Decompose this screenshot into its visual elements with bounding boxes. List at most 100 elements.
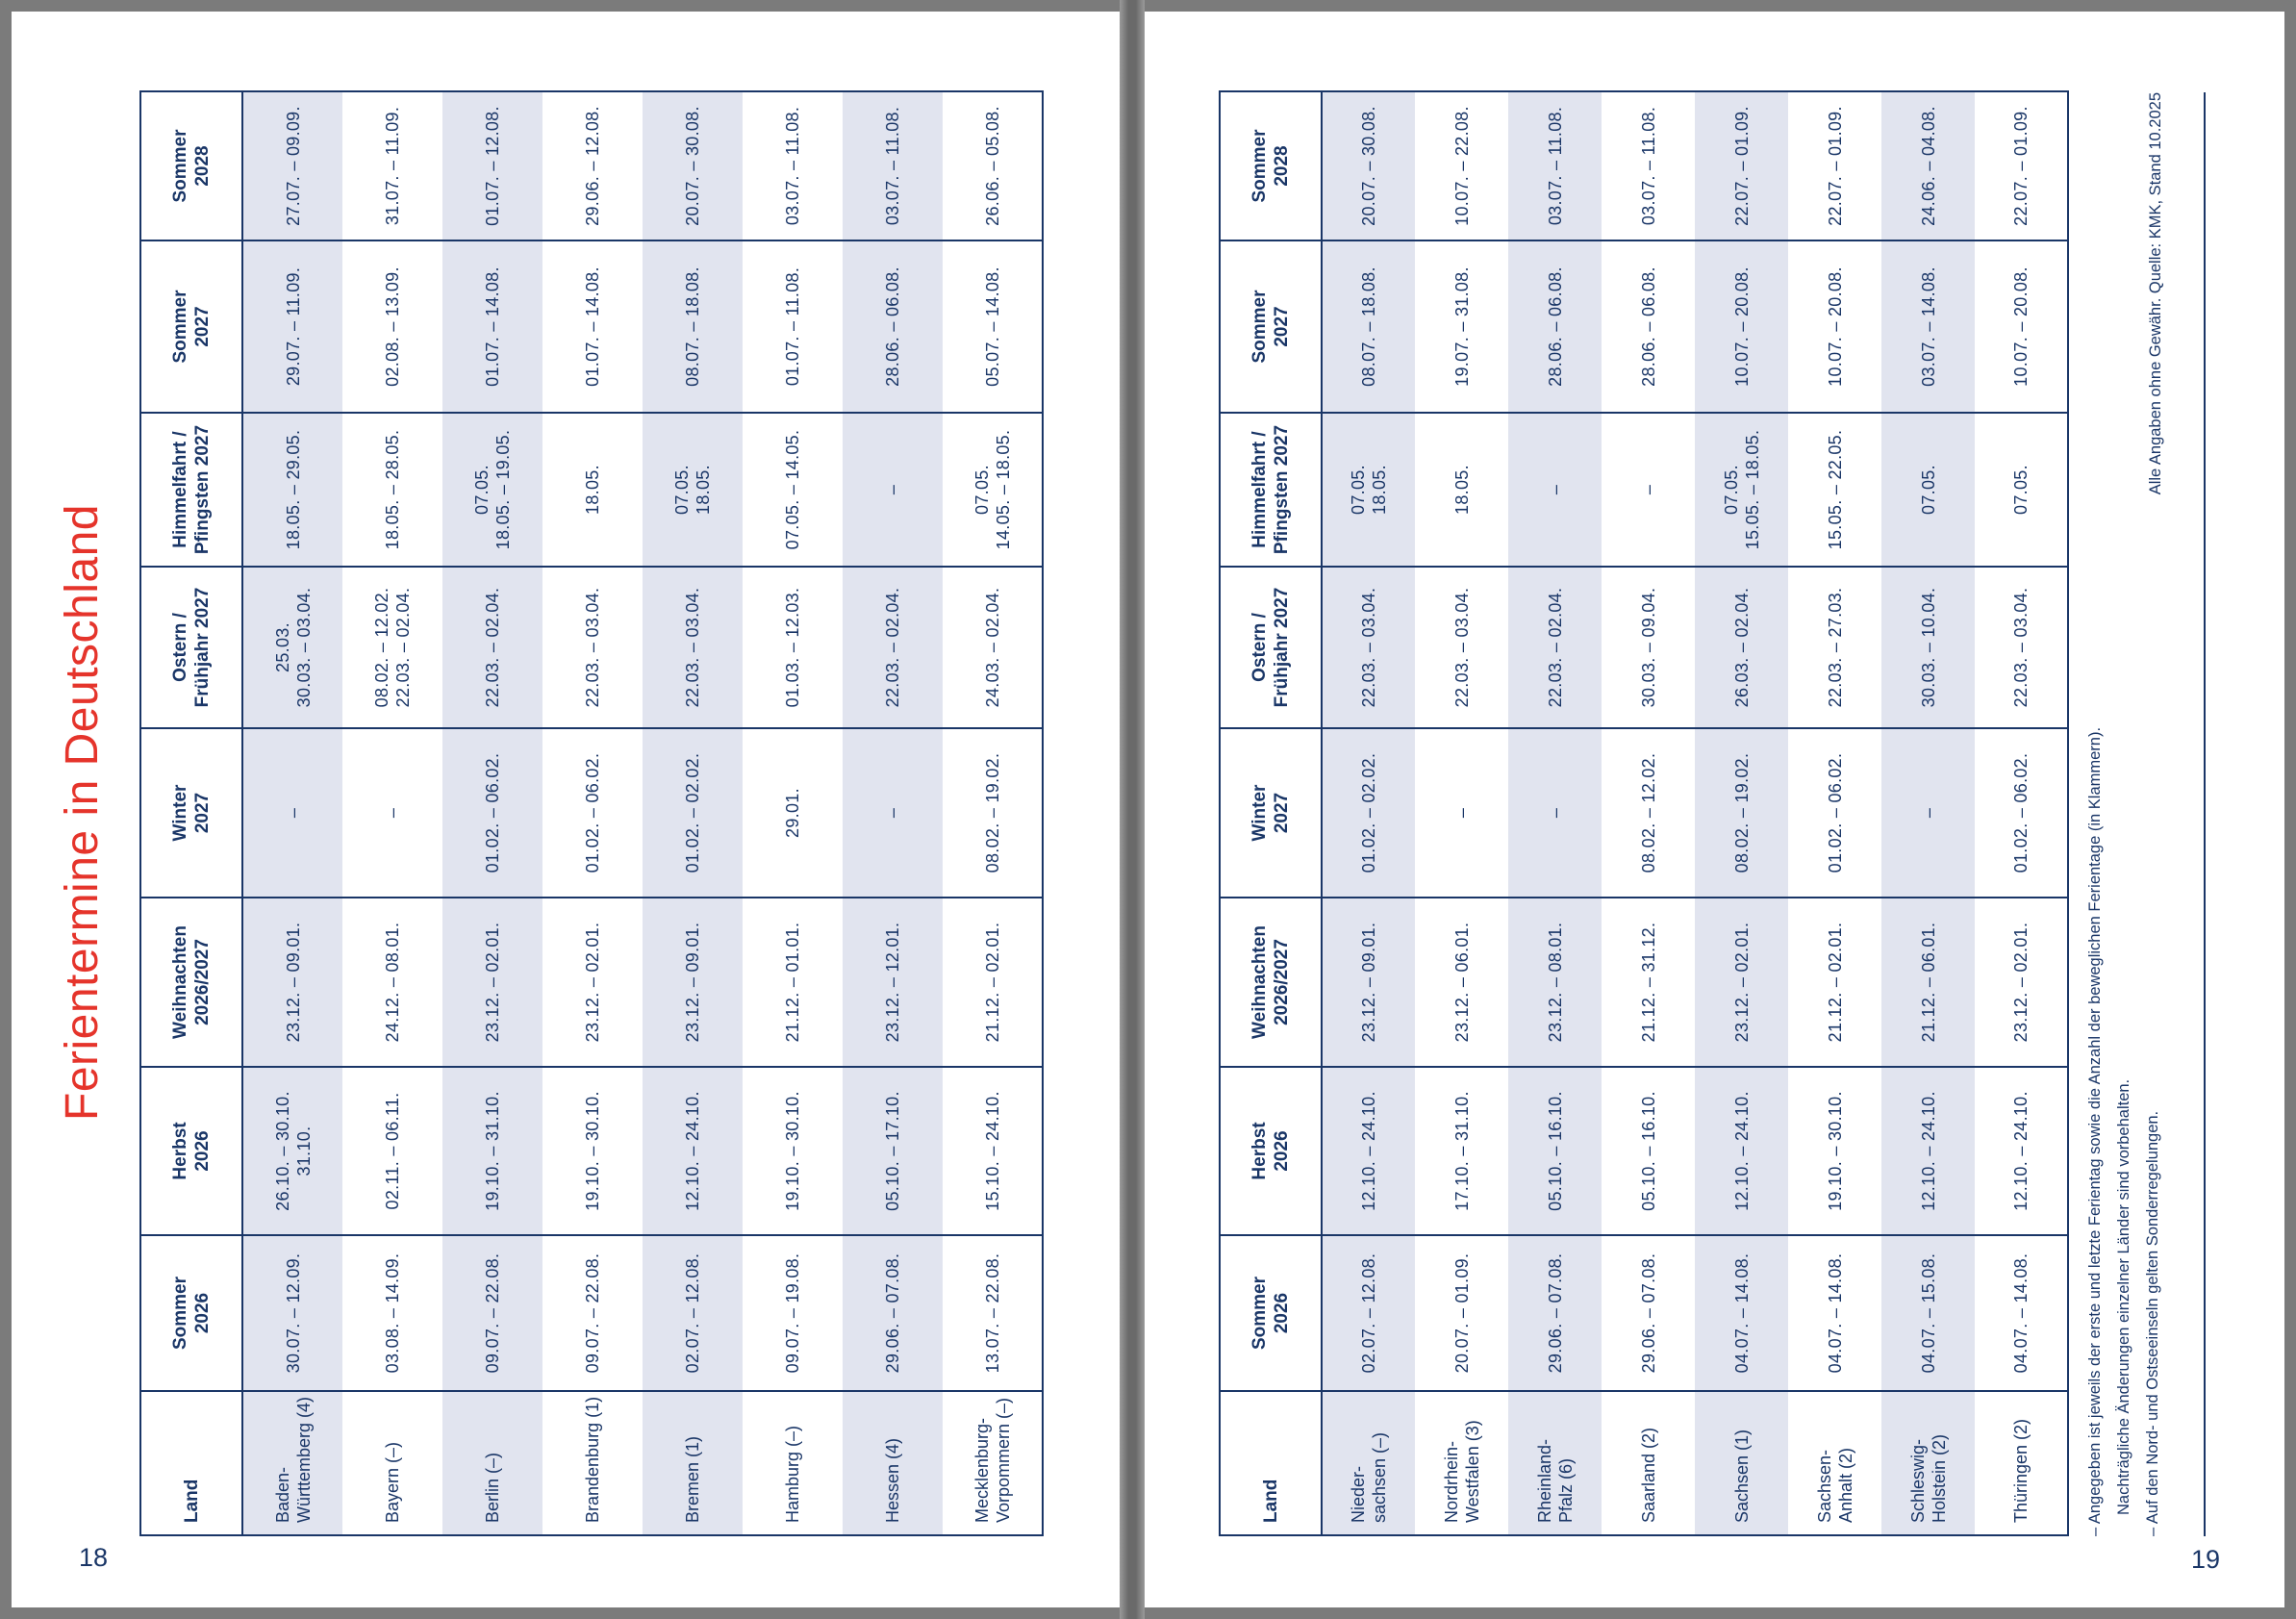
- holiday-date-cell: 08.07. – 18.08.: [643, 240, 743, 413]
- state-row: Rheinland- Pfalz (6) 29.06. – 07.08. 05.10…: [1508, 91, 1602, 1535]
- holiday-date-cell: 26.03. – 02.04.: [1695, 567, 1788, 728]
- holiday-date-cell: 19.07. – 31.08.: [1415, 240, 1508, 413]
- holiday-date-cell: 30.03. – 10.04.: [1881, 567, 1975, 728]
- holiday-date-cell: 04.07. – 14.08.: [1788, 1235, 1881, 1391]
- column-header: Herbst 2026: [140, 1067, 242, 1235]
- holiday-date-cell: –: [843, 728, 943, 898]
- holiday-date-cell: 21.12. – 06.01.: [1881, 898, 1975, 1067]
- holiday-date-cell: 09.07. – 22.08.: [442, 1235, 542, 1391]
- holiday-date-cell: 21.12. – 02.01.: [1788, 898, 1881, 1067]
- holiday-date-cell: 20.07. – 01.09.: [1415, 1235, 1508, 1391]
- page-number-left: 18: [79, 1543, 109, 1572]
- holiday-date-cell: 23.12. – 08.01.: [1508, 898, 1602, 1067]
- header-row: Land Sommer 2026 Herbst 2026 Weihnachten 20…: [1220, 91, 1322, 1535]
- holiday-date-cell: 25.03. 30.03. – 03.04.: [242, 567, 342, 728]
- holiday-date-cell: 18.05. – 29.05.: [242, 413, 342, 567]
- holiday-date-cell: 19.10. – 30.10.: [1788, 1067, 1881, 1235]
- holiday-date-cell: 23.12. – 02.01.: [542, 898, 643, 1067]
- holiday-date-cell: 07.05. 15.05. – 18.05.: [1695, 413, 1788, 567]
- state-name: Hessen (4): [883, 1437, 902, 1523]
- state-row: Sachsen (1) 04.07. – 14.08. 12.10. – 24.10…: [1695, 91, 1788, 1535]
- state-row: Hamburg (–) 09.07. – 19.08. 19.10. – 30.10…: [743, 91, 843, 1535]
- state-name: Nieder- sachsen (–): [1349, 1431, 1389, 1523]
- state-row: Nordrhein- Westfalen (3) 20.07. – 01.09. 1…: [1415, 91, 1508, 1535]
- holiday-date-cell: 29.07. – 11.09.: [242, 240, 342, 413]
- state-row: Hessen (4) 29.06. – 07.08. 05.10. – 17.10.…: [843, 91, 943, 1535]
- state-name: Hamburg (–): [783, 1425, 802, 1523]
- holiday-date-cell: 05.10. – 16.10.: [1602, 1067, 1695, 1235]
- holiday-date-cell: 17.10. – 31.10.: [1415, 1067, 1508, 1235]
- holiday-date-cell: 07.05. 18.05.: [643, 413, 743, 567]
- rotated-content-left: Ferientermine in Deutschland Land Sommer …: [12, 12, 1120, 1607]
- state-row: Nieder- sachsen (–) 02.07. – 12.08. 12.10.…: [1322, 91, 1415, 1535]
- holiday-date-cell: 26.10. – 30.10. 31.10.: [242, 1067, 342, 1235]
- holiday-date-cell: 05.10. – 16.10.: [1508, 1067, 1602, 1235]
- holiday-date-cell: 24.12. – 08.01.: [342, 898, 442, 1067]
- holiday-date-cell: –: [1415, 728, 1508, 898]
- page-18: Ferientermine in Deutschland Land Sommer …: [12, 12, 1120, 1607]
- holiday-date-cell: 29.06. – 12.08.: [542, 91, 643, 240]
- holiday-date-cell: 07.05. 18.05. – 19.05.: [442, 413, 542, 567]
- holiday-date-cell: 10.07. – 22.08.: [1415, 91, 1508, 240]
- holiday-date-cell: 12.10. – 24.10.: [1695, 1067, 1788, 1235]
- holiday-date-cell: 12.10. – 24.10.: [1322, 1067, 1415, 1235]
- holiday-date-cell: 08.02. – 12.02.: [1602, 728, 1695, 898]
- footnote-2: Nachträgliche Änderungen einzelner Lände…: [2115, 1078, 2132, 1515]
- state-name: Saarland (2): [1638, 1427, 1658, 1523]
- holiday-date-cell: 22.03. – 27.03.: [1788, 567, 1881, 728]
- holiday-date-cell: 01.07. – 12.08.: [442, 91, 542, 240]
- holiday-date-cell: 28.06. – 06.08.: [1508, 240, 1602, 413]
- holiday-date-cell: 15.05. – 22.05.: [1788, 413, 1881, 567]
- holiday-date-cell: 24.03. – 02.04.: [943, 567, 1043, 728]
- holiday-date-cell: 04.07. – 14.08.: [1975, 1235, 2068, 1391]
- state-row: Brandenburg (1) 09.07. – 22.08. 19.10. – 3…: [542, 91, 643, 1535]
- holiday-date-cell: 22.03. – 02.04.: [1508, 567, 1602, 728]
- holiday-date-cell: 02.11. – 06.11.: [342, 1067, 442, 1235]
- state-name: Bayern (–): [383, 1441, 402, 1523]
- state-name: Berlin (–): [483, 1452, 502, 1523]
- holiday-date-cell: 22.03. – 03.04.: [1322, 567, 1415, 728]
- holiday-date-cell: 18.05.: [1415, 413, 1508, 567]
- state-row: Thüringen (2) 04.07. – 14.08. 12.10. – 24.…: [1975, 91, 2068, 1535]
- holiday-date-cell: 23.12. – 09.01.: [242, 898, 342, 1067]
- holiday-date-cell: 21.12. – 02.01.: [943, 898, 1043, 1067]
- holiday-date-cell: 05.10. – 17.10.: [843, 1067, 943, 1235]
- holiday-date-cell: 22.07. – 01.09.: [1695, 91, 1788, 240]
- holiday-date-cell: 29.01.: [743, 728, 843, 898]
- holiday-date-cell: 31.07. – 11.09.: [342, 91, 442, 240]
- holiday-date-cell: 08.02. – 19.02.: [943, 728, 1043, 898]
- holiday-date-cell: 08.02. – 12.02. 22.03. – 02.04.: [342, 567, 442, 728]
- holiday-date-cell: 18.05. – 28.05.: [342, 413, 442, 567]
- state-name: Schleswig- Holstein (2): [1907, 1433, 1949, 1523]
- holiday-table-right: Land Sommer 2026 Herbst 2026 Weihnachten 20…: [1219, 90, 2069, 1536]
- holiday-date-cell: 20.07. – 30.08.: [643, 91, 743, 240]
- holiday-date-cell: 01.07. – 14.08.: [442, 240, 542, 413]
- holiday-date-cell: 08.02. – 19.02.: [1695, 728, 1788, 898]
- holiday-date-cell: –: [843, 413, 943, 567]
- holiday-date-cell: 07.05.: [1975, 413, 2068, 567]
- column-header: Himmelfahrt / Pfingsten 2027: [1220, 413, 1322, 567]
- holiday-date-cell: 03.07. – 11.08.: [843, 91, 943, 240]
- column-header: Sommer 2027: [140, 240, 242, 413]
- holiday-date-cell: 23.12. – 12.01.: [843, 898, 943, 1067]
- state-name: Bremen (1): [683, 1435, 702, 1523]
- state-name: Sachsen- Anhalt (2): [1814, 1447, 1855, 1523]
- column-header: Ostern / Frühjahr 2027: [1220, 567, 1322, 728]
- column-header-land: Land: [1220, 1391, 1322, 1535]
- state-name: Brandenburg (1): [583, 1396, 602, 1523]
- holiday-date-cell: 12.10. – 24.10.: [643, 1067, 743, 1235]
- source-note: Alle Angaben ohne Gewähr. Quelle: KMK, S…: [2147, 92, 2164, 495]
- holiday-date-cell: 19.10. – 31.10.: [442, 1067, 542, 1235]
- holiday-date-cell: 01.03. – 12.03.: [743, 567, 843, 728]
- holiday-date-cell: 23.12. – 06.01.: [1415, 898, 1508, 1067]
- holiday-date-cell: 05.07. – 14.08.: [943, 240, 1043, 413]
- holiday-date-cell: 03.07. – 11.08.: [1508, 91, 1602, 240]
- holiday-date-cell: 07.05. 18.05.: [1322, 413, 1415, 567]
- holiday-date-cell: 29.06. – 07.08.: [843, 1235, 943, 1391]
- holiday-date-cell: 27.07. – 09.09.: [242, 91, 342, 240]
- holiday-date-cell: 21.12. – 01.01.: [743, 898, 843, 1067]
- holiday-date-cell: 23.12. – 02.01.: [1695, 898, 1788, 1067]
- holiday-date-cell: 03.07. – 11.08.: [743, 91, 843, 240]
- holiday-date-cell: 07.05. – 14.05.: [743, 413, 843, 567]
